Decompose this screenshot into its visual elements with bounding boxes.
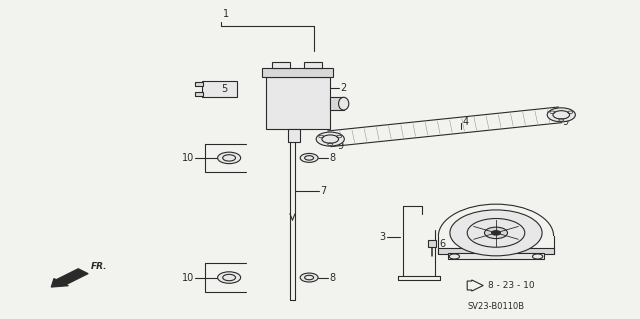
Text: SV23-B0110B: SV23-B0110B [467,302,524,311]
Circle shape [484,227,508,239]
Circle shape [316,132,344,146]
Circle shape [218,152,241,164]
Text: 4: 4 [462,117,468,127]
Text: 2: 2 [340,83,347,93]
Circle shape [492,231,500,235]
Text: 3: 3 [380,232,386,242]
FancyArrow shape [51,269,88,287]
Text: 9: 9 [562,117,568,127]
Bar [330,97,344,110]
Circle shape [547,108,575,122]
Text: 10: 10 [182,153,194,163]
Bar [202,81,237,97]
Bar [266,77,330,129]
Text: 7: 7 [320,186,326,197]
Text: 8: 8 [330,272,336,283]
Text: 6: 6 [440,239,446,249]
Circle shape [218,272,241,283]
FancyArrow shape [467,280,483,291]
Bar [304,62,322,68]
Bar [288,129,300,142]
Circle shape [300,273,318,282]
Text: 8 - 23 - 10: 8 - 23 - 10 [488,281,534,290]
Ellipse shape [339,97,349,110]
Circle shape [300,153,318,162]
Bar [272,62,290,68]
Bar [195,82,203,86]
Text: 10: 10 [182,272,194,283]
Circle shape [450,210,542,256]
Bar [448,253,544,259]
Text: FR.: FR. [91,262,108,271]
Bar [195,92,203,96]
Text: 9: 9 [337,141,344,151]
Text: 1: 1 [223,9,229,19]
Text: 5: 5 [221,84,227,94]
Bar [262,68,333,77]
Bar [428,240,436,247]
Bar [438,248,554,254]
Text: 8: 8 [330,153,336,163]
